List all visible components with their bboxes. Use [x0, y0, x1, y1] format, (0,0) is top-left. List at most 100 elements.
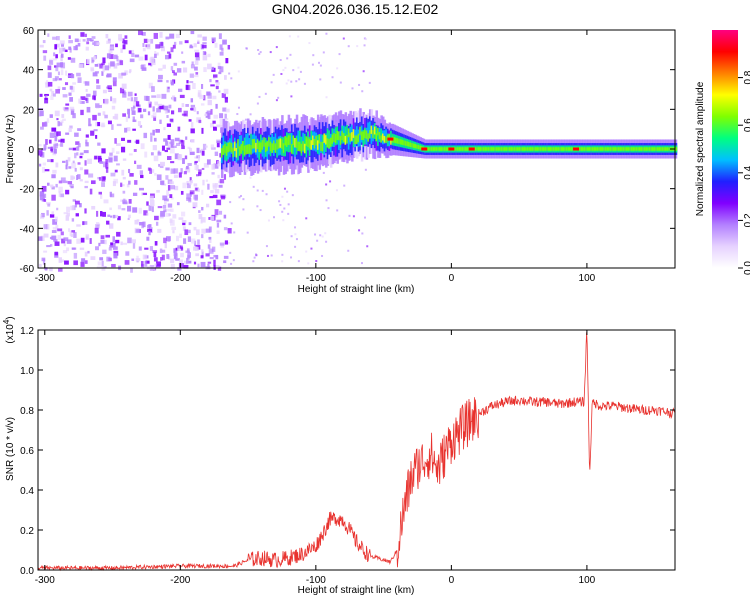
spectrogram-cell [322, 171, 325, 174]
spectrogram-cell [40, 214, 43, 217]
spectrogram-band-cell [621, 147, 624, 151]
spectrogram-cell [193, 261, 197, 265]
spectrogram-cell [175, 247, 179, 251]
x-tick-label: 100 [579, 273, 596, 284]
spectrogram-band-cell [290, 133, 294, 153]
spectrogram-cell [80, 32, 85, 37]
spectrogram-cell [319, 64, 322, 67]
spectrogram-band-cell [222, 135, 226, 155]
spectrogram-cell [65, 215, 70, 221]
spectrogram-cell [163, 105, 169, 111]
spectrogram-cell [187, 236, 192, 242]
spectrogram-cell [343, 184, 346, 187]
spectrogram-cell [196, 164, 199, 171]
spectrogram-cell [68, 35, 71, 39]
spectrogram-cells [38, 30, 678, 273]
spectrogram-cell [214, 42, 218, 48]
spectrogram-cell [55, 54, 58, 59]
spectrogram-cell [198, 119, 202, 124]
spectrogram-cell [64, 82, 69, 86]
spectrogram-band-cell [614, 147, 618, 151]
spectrogram-cell [39, 194, 45, 201]
spectrogram-cell [67, 157, 71, 162]
spectrogram-cell [75, 213, 79, 217]
spectrogram-cell [76, 39, 81, 43]
spectrogram-cell [170, 197, 174, 200]
spectrogram-cell [70, 57, 76, 63]
spectrogram-cell [69, 106, 75, 111]
spectrogram-cell [157, 206, 163, 209]
spectrogram-cell [166, 147, 171, 150]
spectrogram-cell [178, 172, 182, 178]
spectrogram-cell [117, 205, 122, 210]
spectrogram-cell [197, 90, 202, 95]
spectrogram-cell [144, 260, 148, 267]
spectrogram-cell [182, 222, 186, 226]
spectrogram-band-cell [351, 132, 354, 141]
spectrogram-cell [149, 57, 155, 64]
spectrogram-band-cell [346, 124, 349, 143]
spectrogram-band-cell [500, 147, 504, 151]
spectrogram-cell [132, 116, 135, 122]
spectrogram-band-cell [378, 131, 382, 140]
spectrogram-cell [186, 84, 191, 91]
spectrogram-band-cell [225, 146, 229, 156]
spectrogram-cell [172, 230, 175, 234]
spectrogram-cell [56, 131, 61, 136]
spectrogram-band-cell [383, 135, 387, 143]
spectrogram-cell [84, 81, 90, 86]
spectrogram-cell [166, 109, 170, 113]
spectrogram-cell [121, 146, 126, 153]
spectrogram-cell [233, 231, 236, 234]
spectrogram-band-cell [268, 137, 271, 147]
spectrogram-cell [80, 261, 85, 267]
spectrogram-cell [259, 209, 262, 212]
spectrogram-cell [76, 238, 82, 244]
spectrogram-cell [197, 34, 202, 38]
spectrogram-band-cell [432, 147, 435, 151]
spectrogram-band-cell [635, 147, 639, 151]
y-tick-label: 20 [23, 105, 35, 116]
spectrogram-cell [115, 239, 120, 244]
spectrogram-cell [115, 43, 118, 48]
spectrogram-cell [74, 38, 79, 43]
spectrogram-cell [169, 33, 175, 39]
spectrogram-cell [84, 160, 87, 166]
spectrogram-cell [70, 233, 74, 238]
spectrogram-cell [63, 108, 69, 112]
spectrogram-cell [279, 58, 282, 61]
spectrogram-cell [195, 187, 198, 191]
spectrogram-band-cell [456, 147, 460, 151]
spectrogram-cell [281, 253, 284, 256]
spectrogram-cell [54, 216, 58, 222]
spectrogram-cell [165, 141, 169, 146]
spectrogram-cell [41, 198, 45, 202]
spectrogram-cell [76, 146, 80, 151]
spectrogram-cell [120, 241, 123, 246]
spectrogram-cell [54, 110, 60, 117]
spectrogram-cell [176, 235, 180, 242]
spectrogram-cell [100, 235, 105, 240]
spectrogram-cell [148, 230, 151, 236]
spectrogram-band-cell [565, 147, 569, 151]
spectrogram-band-cell [598, 147, 601, 151]
spectrogram-cell [51, 90, 55, 97]
spectrogram-cell [164, 149, 168, 153]
spectrogram-cell [223, 214, 227, 219]
spectrogram-cell [71, 218, 75, 222]
spectrogram-cell [132, 192, 138, 196]
spectrogram-band-cell [245, 144, 248, 155]
spectrogram-band-cell [583, 147, 587, 151]
spectrogram-cell [175, 258, 180, 261]
spectrogram-cell [205, 228, 211, 233]
spectrogram-cell [85, 234, 90, 240]
y-tick-label: -60 [20, 264, 35, 275]
spectrogram-cell [143, 132, 148, 139]
spectrogram-cell [42, 258, 46, 265]
spectrogram-cell [298, 78, 301, 81]
spectrogram-cell [51, 211, 54, 215]
spectrogram-cell [49, 60, 54, 65]
spectrogram-cell [108, 62, 111, 69]
spectrogram-cell [161, 145, 165, 151]
spectrogram-band-cell [338, 131, 341, 150]
